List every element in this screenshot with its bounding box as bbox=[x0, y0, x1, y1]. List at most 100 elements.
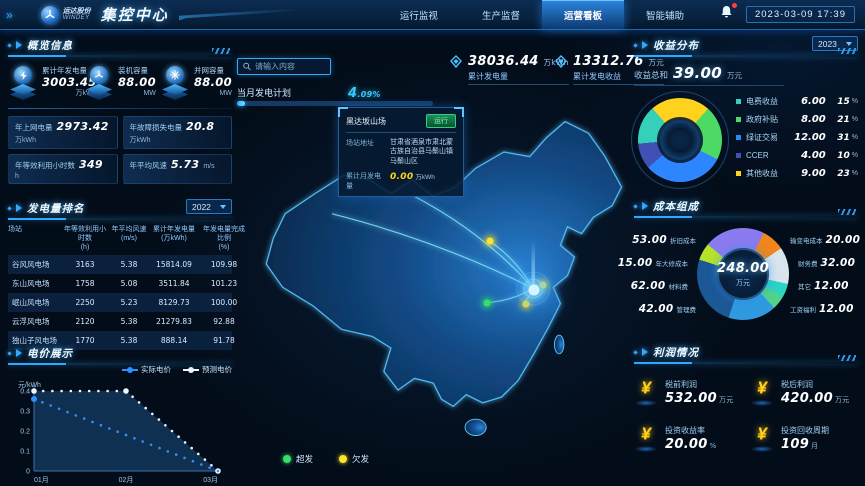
svg-text:0: 0 bbox=[26, 469, 30, 476]
notification-badge bbox=[731, 3, 737, 8]
profit-payback: ¥ 投资回收周期 109 月 bbox=[750, 424, 858, 452]
station-marker-under[interactable] bbox=[539, 281, 547, 289]
legend-actual-price: 实际电价 bbox=[122, 364, 171, 375]
stat-total-generation: 38036.44 万kWh 累计发电量 bbox=[449, 55, 569, 85]
price-chart-legend: 实际电价 预测电价 bbox=[122, 364, 232, 375]
station-marker-over[interactable] bbox=[483, 299, 491, 307]
cost-item-finance: 财务费 32.00 bbox=[798, 256, 856, 269]
revenue-legend-item: 政府补贴 8.00 21% bbox=[736, 114, 858, 125]
metric-avg-wind-speed: 年平均风速 5.73 m/s bbox=[122, 154, 232, 184]
main-nav: 运行监视 生产监督 运营看板 智能辅助 bbox=[378, 0, 706, 29]
stat-total-revenue: 13312.76 万元 累计发电收益 bbox=[554, 55, 665, 85]
legend-under-generation: 欠发 bbox=[339, 453, 369, 465]
cost-panel-title: 成本组成 bbox=[653, 200, 699, 213]
nav-tab-operation-board[interactable]: 运营看板 bbox=[541, 0, 624, 29]
cost-item-overhaul: 15.00 年大修成本 bbox=[617, 256, 688, 269]
cost-item-other: 其它 12.00 bbox=[798, 279, 849, 292]
station-marker-under[interactable] bbox=[486, 237, 494, 245]
legend-swatch-icon bbox=[736, 171, 741, 176]
green-dot-icon bbox=[283, 455, 291, 463]
profit-roi: ¥ 投资收益率 20.00% bbox=[634, 424, 742, 452]
nav-tab-production-supervision[interactable]: 生产监督 bbox=[481, 10, 520, 22]
panel-arrow-icon bbox=[16, 41, 22, 49]
yen-coin-icon: ¥ bbox=[634, 378, 658, 406]
panel-dot-icon bbox=[633, 42, 638, 48]
metric-utilization-hours: 年等效利用小时数 349 h bbox=[8, 154, 118, 184]
tooltip-generation-label: 累计月发电量 bbox=[346, 173, 381, 191]
cost-item-transmission: 输变电成本 20.00 bbox=[790, 233, 861, 246]
revenue-year-select[interactable]: 2023 bbox=[812, 36, 858, 51]
chevron-down-icon bbox=[846, 41, 852, 46]
table-row[interactable]: 岷山风电场 2250 5.23 8129.73 100.00 bbox=[8, 293, 237, 313]
station-marker-hub[interactable] bbox=[528, 284, 540, 296]
svg-text:03月: 03月 bbox=[203, 476, 218, 484]
yellow-dot-icon bbox=[339, 455, 348, 463]
profit-grid: ¥ 税前利润 532.00 万元 ¥ 税后利润 420.00 万元 ¥ 投资收益率 … bbox=[634, 378, 858, 452]
tooltip-station-name: 黑达坂山场 bbox=[346, 116, 386, 126]
plan-percent-frac: .09% bbox=[357, 90, 381, 99]
tooltip-generation-value: 0.00 bbox=[390, 172, 414, 183]
plan-percent-int: 4 bbox=[348, 86, 358, 101]
notification-bell-icon[interactable] bbox=[720, 3, 737, 24]
ranking-table-header: 场站 年等效利用小时数 (h) 年平均风速 (m/s) 累计年发电量 (万kWh) 年… bbox=[8, 226, 245, 251]
table-row[interactable]: 云浮风电场 2120 5.38 21279.83 92.88 bbox=[12, 317, 235, 327]
panel-dot-icon bbox=[633, 349, 638, 355]
taiwan-island bbox=[554, 334, 565, 355]
panel-arrow-icon bbox=[642, 41, 648, 49]
nav-tab-operation-monitor[interactable]: 运行监视 bbox=[399, 10, 438, 22]
table-row[interactable]: 独山子风电场 1770 5.38 888.14 91.78 bbox=[8, 331, 235, 351]
station-marker-under[interactable] bbox=[522, 300, 530, 308]
overview-metrics: 年上网电量 2973.42 万kWh 年故障损失电量 20.8 万kWh 年等效… bbox=[8, 116, 232, 184]
ranking-table-body: 谷风风电场 3163 5.38 15814.09 109.98 东山风电场 1758 5.08… bbox=[8, 255, 238, 351]
metric-annual-grid-energy: 年上网电量 2973.42 万kWh bbox=[8, 116, 118, 149]
turbine-icon bbox=[84, 66, 114, 100]
legend-swatch-icon bbox=[736, 153, 741, 158]
header-chevron-icon: » bbox=[6, 7, 13, 22]
svg-text:0.1: 0.1 bbox=[20, 449, 30, 456]
station-status-badge[interactable]: 运行 bbox=[426, 114, 456, 128]
grid-icon bbox=[160, 66, 190, 100]
top-header: » 运达股份 WINDEY 集控中心 运行监视 生产监督 运营看板 智能辅助 2… bbox=[0, 0, 865, 30]
revenue-panel: 收益分布 2023 收益总和 39.00 万元 电费收益 6.00 15% 政府补贴 8… bbox=[631, 36, 858, 189]
svg-text:01月: 01月 bbox=[34, 476, 49, 484]
panel-deco-slashes bbox=[838, 209, 856, 215]
table-row[interactable]: 谷风风电场 3163 5.38 15814.09 109.98 bbox=[8, 255, 237, 275]
ranking-panel: 发电量排名 2022 场站 年等效利用小时数 (h) 年平均风速 (m/s) 累计年… bbox=[7, 199, 245, 351]
diamond-pin-icon bbox=[450, 55, 462, 69]
profit-pretax: ¥ 税前利润 532.00 万元 bbox=[634, 378, 742, 406]
stat-annual-generation: 累计年发电量 3003.45 万kWh bbox=[8, 66, 96, 100]
revenue-legend-item: CCER 4.00 10% bbox=[736, 150, 858, 161]
chevron-down-icon bbox=[220, 204, 226, 209]
brand-name: 运达股份 bbox=[62, 8, 91, 15]
svg-text:0.3: 0.3 bbox=[20, 409, 30, 416]
ranking-year-select[interactable]: 2022 bbox=[186, 199, 232, 214]
yen-coin-icon: ¥ bbox=[750, 378, 774, 406]
page-title: 集控中心 bbox=[100, 7, 169, 24]
tooltip-address-label: 场站地址 bbox=[346, 140, 374, 147]
profit-panel: 利润情况 ¥ 税前利润 532.00 万元 ¥ 税后利润 420.00 万元 ¥ 投… bbox=[633, 345, 858, 452]
panel-arrow-icon bbox=[642, 348, 648, 356]
panel-dot-icon bbox=[7, 350, 12, 356]
metric-annual-fault-loss: 年故障损失电量 20.8 万kWh bbox=[122, 116, 232, 149]
legend-swatch-icon bbox=[736, 135, 741, 140]
yen-coin-icon: ¥ bbox=[750, 424, 774, 452]
revenue-panel-title: 收益分布 bbox=[653, 39, 699, 52]
nav-tab-intelligent-assist[interactable]: 智能辅助 bbox=[645, 10, 684, 22]
cost-right-labels: 输变电成本 20.00 财务费 32.00 其它 12.00 工资福利 12.00 bbox=[790, 233, 861, 315]
panel-arrow-icon bbox=[16, 349, 22, 357]
panel-deco-slashes bbox=[838, 48, 856, 54]
cost-total-value: 248.00 bbox=[717, 260, 769, 276]
overview-panel-title: 概览信息 bbox=[27, 39, 73, 52]
panel-arrow-icon bbox=[16, 204, 22, 212]
panel-arrow-icon bbox=[642, 202, 648, 210]
search-input[interactable] bbox=[255, 62, 325, 71]
panel-dot-icon bbox=[7, 205, 12, 211]
tooltip-address-value: 甘肃省酒泉市肃北蒙古族自治县马鬃山镇马鬃山区 bbox=[390, 139, 453, 165]
station-search-box bbox=[237, 58, 331, 75]
plan-progress-bar[interactable] bbox=[237, 101, 433, 106]
search-icon bbox=[243, 62, 251, 71]
table-row[interactable]: 东山风电场 1758 5.08 3511.84 101.23 bbox=[12, 279, 238, 289]
cost-item-management: 42.00 管理费 bbox=[638, 302, 696, 315]
profit-panel-title: 利润情况 bbox=[653, 346, 699, 359]
cost-item-materials: 62.00 材料费 bbox=[630, 279, 688, 292]
